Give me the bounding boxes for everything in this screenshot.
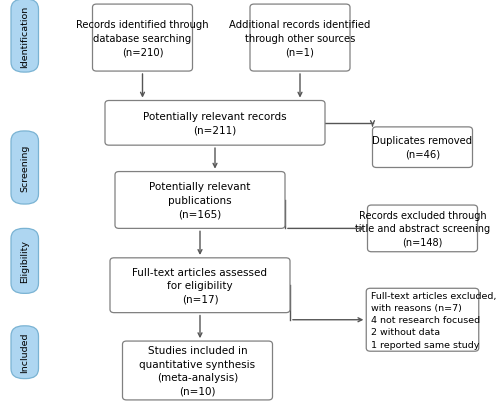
FancyBboxPatch shape	[105, 101, 325, 146]
FancyBboxPatch shape	[11, 326, 38, 379]
Text: Duplicates removed
(n=46): Duplicates removed (n=46)	[372, 136, 472, 160]
FancyBboxPatch shape	[372, 128, 472, 168]
Text: Eligibility: Eligibility	[20, 240, 29, 283]
Text: Screening: Screening	[20, 145, 29, 192]
Text: Potentially relevant
publications
(n=165): Potentially relevant publications (n=165…	[150, 182, 250, 219]
Text: Additional records identified
through other sources
(n=1): Additional records identified through ot…	[230, 20, 370, 57]
FancyBboxPatch shape	[368, 206, 478, 252]
FancyBboxPatch shape	[110, 258, 290, 313]
FancyBboxPatch shape	[250, 5, 350, 72]
FancyBboxPatch shape	[11, 229, 38, 294]
Text: Records identified through
database searching
(n=210): Records identified through database sear…	[76, 20, 209, 57]
Text: Studies included in
quantitative synthesis
(meta-analysis)
(n=10): Studies included in quantitative synthes…	[140, 345, 256, 396]
FancyBboxPatch shape	[92, 5, 192, 72]
Text: Records excluded through
title and abstract screening
(n=148): Records excluded through title and abstr…	[355, 210, 490, 247]
Text: Full-text articles assessed
for eligibility
(n=17): Full-text articles assessed for eligibil…	[132, 267, 268, 304]
FancyBboxPatch shape	[115, 172, 285, 229]
FancyBboxPatch shape	[11, 132, 38, 205]
FancyBboxPatch shape	[366, 288, 478, 351]
Text: Included: Included	[20, 332, 29, 373]
Text: Full-text articles excluded,
with reasons (n=7)
4 not research focused
2 without: Full-text articles excluded, with reason…	[371, 291, 496, 349]
Text: Identification: Identification	[20, 5, 29, 68]
FancyBboxPatch shape	[122, 341, 272, 400]
FancyBboxPatch shape	[11, 0, 38, 73]
Text: Potentially relevant records
(n=211): Potentially relevant records (n=211)	[143, 112, 287, 135]
